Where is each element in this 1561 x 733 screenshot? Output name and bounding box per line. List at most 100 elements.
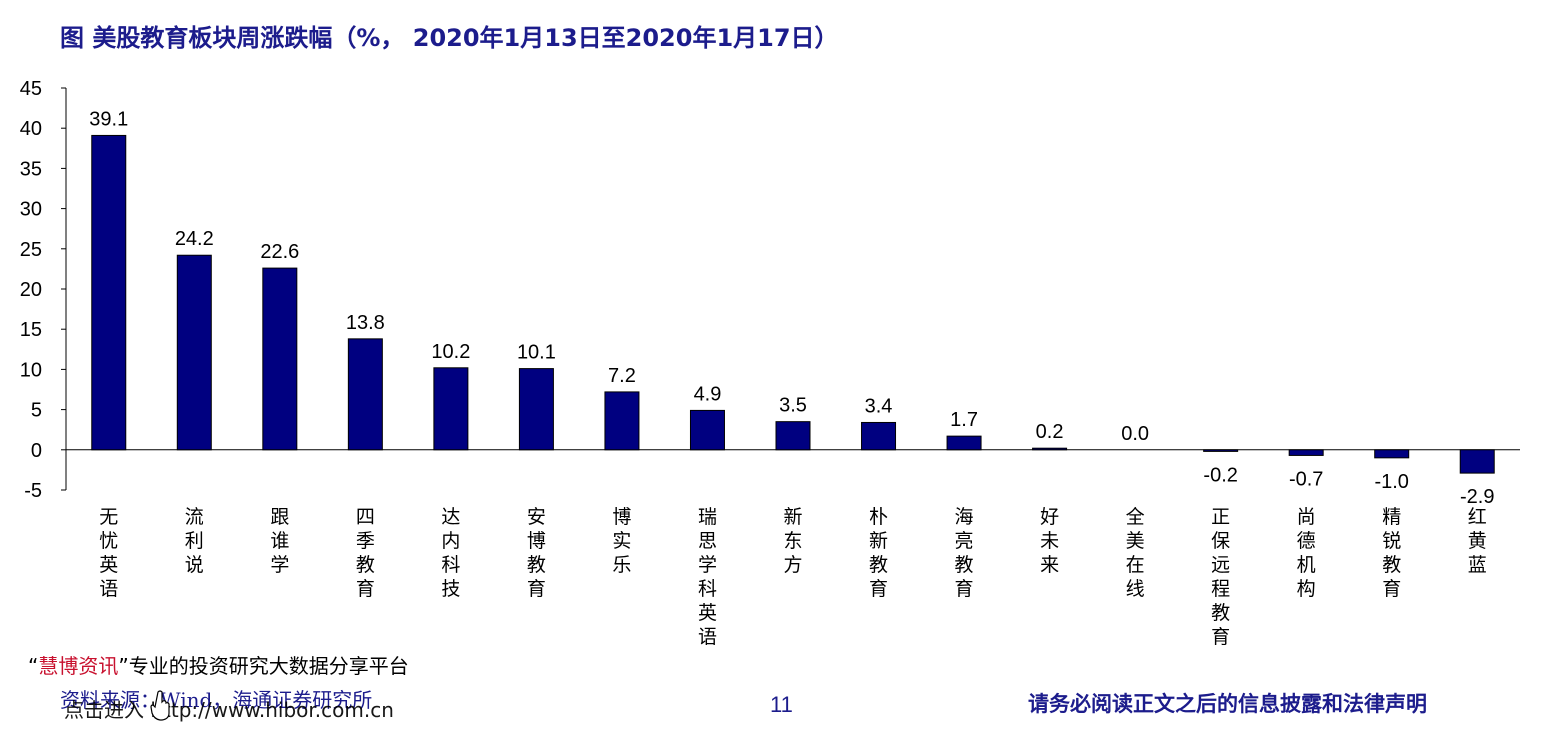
data-label: 10.2 (431, 341, 470, 363)
pointing-hand-icon (150, 690, 170, 721)
x-category-label: 实 (612, 530, 631, 552)
x-category-label: 四 (356, 506, 375, 528)
data-label: 3.4 (865, 395, 893, 417)
bar (518, 368, 554, 451)
x-category-label: 科 (698, 578, 717, 600)
x-category-label: 朴 (869, 506, 888, 528)
promo-brand[interactable]: 慧博资讯 (38, 654, 119, 678)
x-category-label: 亮 (955, 530, 974, 552)
x-category-label: 远 (1211, 554, 1230, 576)
y-tick-label: 5 (31, 400, 42, 422)
promo-close-quote: ” (118, 654, 129, 678)
x-category-label: 德 (1297, 530, 1316, 552)
y-tick-label: 30 (20, 199, 42, 221)
x-category-label: 新 (869, 530, 888, 552)
bar (1032, 447, 1068, 451)
page-title: 图 美股教育板块周涨跌幅（%， 2020年1月13日至2020年1月17日） (60, 24, 839, 52)
x-category-label: 育 (869, 578, 888, 600)
bar (347, 338, 383, 451)
x-category-label: 博 (612, 506, 631, 528)
x-category-label: 教 (1211, 602, 1230, 624)
x-category-label: 育 (1211, 626, 1230, 648)
x-category-label: 锐 (1382, 530, 1401, 552)
x-category-label: 说 (185, 554, 204, 576)
x-category-label: 全 (1126, 506, 1145, 528)
x-category-label: 季 (356, 530, 375, 552)
hibor-link[interactable]: 点击进入 http://www.hibor.com.cn (64, 698, 394, 722)
y-tick-label: 45 (20, 78, 42, 100)
x-category-label: 忧 (99, 530, 118, 552)
y-tick-label: 15 (20, 319, 42, 341)
x-category-label: 方 (783, 554, 802, 576)
x-category-label: 蓝 (1468, 554, 1487, 576)
x-category-label: 东 (783, 530, 802, 552)
x-category-label: 跟 (270, 506, 289, 528)
y-tick-label: 35 (20, 158, 42, 180)
data-label: 39.1 (89, 108, 128, 130)
x-category-label: 科 (441, 554, 460, 576)
bar (1374, 449, 1410, 459)
x-category-label: 来 (1040, 554, 1059, 576)
y-tick-label: 40 (20, 118, 42, 140)
x-category-label: 未 (1040, 530, 1059, 552)
x-category-label: 思 (698, 530, 717, 552)
x-category-label: 教 (1382, 554, 1401, 576)
x-category-label: 程 (1211, 578, 1230, 600)
data-label: 13.8 (346, 312, 385, 334)
x-category-label: 构 (1297, 578, 1316, 600)
x-category-label: 精 (1382, 506, 1401, 528)
x-category-label: 技 (441, 578, 460, 600)
x-category-label: 线 (1126, 578, 1145, 600)
x-category-label: 新 (783, 506, 802, 528)
x-category-label: 博 (527, 530, 546, 552)
y-tick-label: 25 (20, 239, 42, 261)
promo-text: 专业的投资研究大数据分享平台 (128, 654, 409, 678)
bar (176, 254, 212, 451)
x-category-label: 安 (527, 506, 546, 528)
bar (689, 409, 725, 451)
data-label: 0.2 (1036, 421, 1064, 443)
promo-open-quote: “ (28, 654, 39, 678)
source-note: 资料来源：Wind，海通证券研究所 (60, 688, 373, 712)
x-category-label: 瑞 (698, 506, 717, 528)
y-tick-label: 0 (31, 440, 42, 462)
x-category-label: 教 (955, 554, 974, 576)
promo-banner[interactable]: “慧博资讯”专业的投资研究大数据分享平台 (28, 650, 409, 679)
data-label: -2.9 (1460, 486, 1494, 508)
x-category-label: 乐 (612, 554, 631, 576)
y-tick-label: 10 (20, 359, 42, 381)
data-label: 22.6 (260, 241, 299, 263)
page-number: 11 (770, 692, 793, 717)
x-category-label: 语 (99, 578, 118, 600)
bar (1203, 449, 1239, 452)
x-category-label: 无 (99, 506, 118, 528)
bar (604, 391, 640, 451)
data-label: -0.7 (1289, 468, 1323, 490)
x-category-label: 育 (527, 578, 546, 600)
x-category-label: 保 (1211, 530, 1230, 552)
x-category-label: 达 (441, 506, 460, 528)
x-category-label: 内 (441, 530, 460, 552)
bar (775, 421, 811, 451)
x-category-label: 尚 (1297, 506, 1316, 528)
bar (1459, 449, 1495, 474)
x-category-label: 海 (955, 506, 974, 528)
bar (91, 134, 127, 451)
x-category-label: 美 (1126, 530, 1145, 552)
x-category-label: 机 (1297, 554, 1316, 576)
x-category-label: 谁 (270, 530, 289, 552)
data-label: 0.0 (1121, 423, 1149, 445)
x-category-label: 利 (185, 530, 204, 552)
x-category-label: 育 (356, 578, 375, 600)
x-category-label: 英 (99, 554, 118, 576)
x-category-label: 教 (869, 554, 888, 576)
legal-disclaimer: 请务必阅读正文之后的信息披露和法律声明 (1028, 691, 1427, 716)
bar (433, 367, 469, 451)
bar (262, 267, 298, 451)
data-label: 7.2 (608, 365, 636, 387)
bar (1288, 449, 1324, 456)
x-category-label: 教 (527, 554, 546, 576)
data-label: -0.2 (1203, 464, 1237, 486)
x-category-label: 学 (270, 554, 289, 576)
